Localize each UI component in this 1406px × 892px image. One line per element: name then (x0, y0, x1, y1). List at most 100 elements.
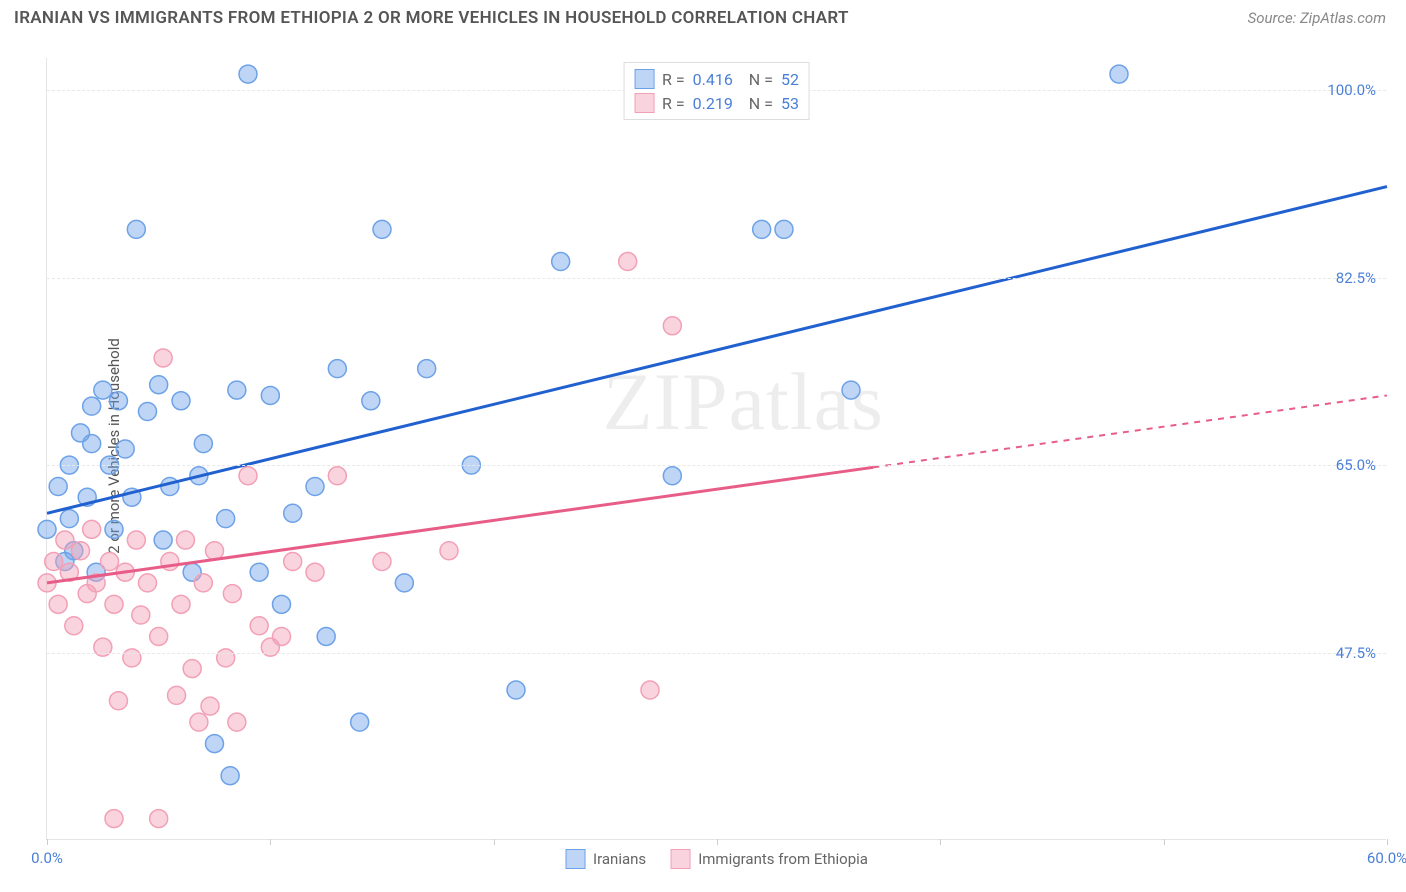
y-tick-label: 47.5% (1336, 644, 1376, 662)
data-point (183, 660, 201, 678)
data-point (273, 595, 291, 613)
x-tick-mark (1387, 839, 1388, 845)
data-point (223, 585, 241, 603)
data-point (172, 392, 190, 410)
data-point (150, 810, 168, 828)
data-point (328, 467, 346, 485)
data-point (101, 552, 119, 570)
data-point (139, 574, 157, 592)
data-point (306, 477, 324, 495)
data-point (127, 220, 145, 238)
trend-line-extrapolated (873, 395, 1387, 467)
correlation-legend: R = 0.416 N = 52 R = 0.219 N = 53 (623, 62, 810, 120)
data-point (250, 617, 268, 635)
chart-title: IRANIAN VS IMMIGRANTS FROM ETHIOPIA 2 OR… (14, 8, 849, 28)
data-point (83, 520, 101, 538)
data-point (176, 531, 194, 549)
gridline-h (47, 465, 1386, 466)
data-point (775, 220, 793, 238)
legend-label-iranians: Iranians (593, 850, 646, 868)
data-point (239, 467, 257, 485)
data-point (239, 65, 257, 83)
data-point (150, 376, 168, 394)
data-point (507, 681, 525, 699)
data-point (109, 692, 127, 710)
data-point (45, 552, 63, 570)
data-point (418, 360, 436, 378)
data-point (328, 360, 346, 378)
data-point (753, 220, 771, 238)
data-point (72, 542, 90, 560)
gridline-h (47, 653, 1386, 654)
series-legend: Iranians Immigrants from Ethiopia (565, 849, 868, 869)
x-tick-mark (494, 839, 495, 845)
data-point (83, 397, 101, 415)
data-point (641, 681, 659, 699)
data-point (284, 504, 302, 522)
y-tick-label: 100.0% (1327, 81, 1376, 99)
data-point (351, 713, 369, 731)
y-tick-label: 65.0% (1336, 456, 1376, 474)
x-tick-label: 60.0% (1367, 849, 1406, 867)
data-point (194, 574, 212, 592)
data-point (362, 392, 380, 410)
data-point (109, 392, 127, 410)
data-point (116, 440, 134, 458)
data-point (154, 349, 172, 367)
legend-item-iranians: Iranians (565, 849, 646, 869)
data-point (395, 574, 413, 592)
data-point (132, 606, 150, 624)
n-value-iranians: 52 (781, 70, 799, 89)
y-tick-label: 82.5% (1336, 269, 1376, 287)
data-point (94, 381, 112, 399)
data-point (842, 381, 860, 399)
data-point (373, 220, 391, 238)
data-point (105, 810, 123, 828)
data-point (206, 542, 224, 560)
x-tick-mark (940, 839, 941, 845)
x-tick-mark (1164, 839, 1165, 845)
data-point (619, 253, 637, 271)
data-point (161, 477, 179, 495)
data-point (127, 531, 145, 549)
data-point (317, 627, 335, 645)
data-point (373, 552, 391, 570)
data-point (217, 510, 235, 528)
data-point (83, 435, 101, 453)
gridline-h (47, 278, 1386, 279)
data-point (284, 552, 302, 570)
n-value-ethiopia: 53 (781, 94, 799, 113)
data-point (201, 697, 219, 715)
data-point (663, 467, 681, 485)
data-point (250, 563, 268, 581)
legend-label-ethiopia: Immigrants from Ethiopia (698, 850, 868, 868)
data-point (1110, 65, 1128, 83)
data-point (56, 531, 74, 549)
data-point (49, 595, 67, 613)
data-point (273, 627, 291, 645)
x-tick-mark (270, 839, 271, 845)
data-point (440, 542, 458, 560)
legend-item-ethiopia: Immigrants from Ethiopia (670, 849, 868, 869)
chart-plot-area: R = 0.416 N = 52 R = 0.219 N = 53 ZIPatl… (46, 58, 1386, 840)
data-point (38, 520, 56, 538)
data-point (306, 563, 324, 581)
data-point (154, 531, 172, 549)
swatch-ethiopia-bottom (670, 849, 690, 869)
data-point (228, 713, 246, 731)
data-point (139, 403, 157, 421)
data-point (221, 767, 239, 785)
source-label: Source: ZipAtlas.com (1248, 9, 1386, 27)
data-point (228, 381, 246, 399)
data-point (552, 253, 570, 271)
data-point (150, 627, 168, 645)
r-value-ethiopia: 0.219 (693, 94, 733, 113)
r-value-iranians: 0.416 (693, 70, 733, 89)
data-point (172, 595, 190, 613)
data-point (49, 477, 67, 495)
x-tick-mark (717, 839, 718, 845)
data-point (206, 735, 224, 753)
data-point (168, 686, 186, 704)
x-tick-mark (47, 839, 48, 845)
swatch-iranians (634, 69, 654, 89)
